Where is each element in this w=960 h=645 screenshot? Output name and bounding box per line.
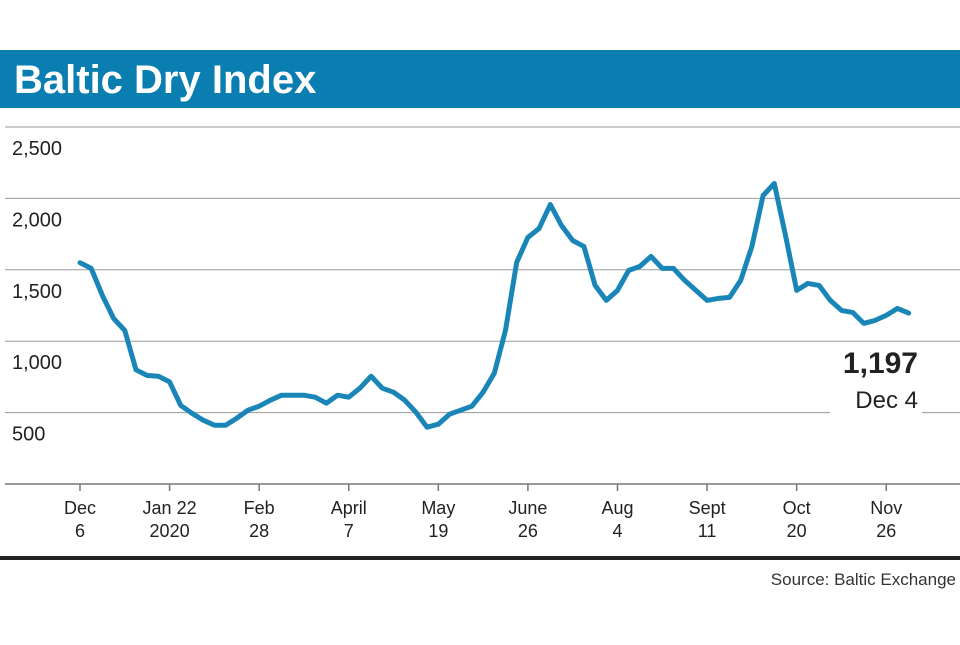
y-tick-label: 500	[12, 424, 45, 446]
x-tick-label: 4	[612, 521, 622, 541]
x-tick-label: June	[508, 498, 547, 518]
y-tick-label: 2,000	[12, 209, 62, 231]
x-tick-label: Dec	[64, 498, 96, 518]
x-tick-label: May	[421, 498, 455, 518]
x-tick-label: 28	[249, 521, 269, 541]
x-tick-label: Aug	[601, 498, 633, 518]
x-tick-label: 19	[428, 521, 448, 541]
y-tick-label: 1,000	[12, 352, 62, 374]
title-bar	[0, 50, 960, 108]
x-tick-label: 2020	[150, 521, 190, 541]
end-date-label: Dec 4	[855, 387, 918, 414]
x-tick-label: 26	[876, 521, 896, 541]
source: Source: Baltic Exchange	[771, 570, 956, 589]
x-tick-label: Oct	[783, 498, 811, 518]
y-tick-label: 2,500	[12, 138, 62, 160]
x-tick-label: 6	[75, 521, 85, 541]
x-tick-label: 26	[518, 521, 538, 541]
x-tick-label: Jan 22	[143, 498, 197, 518]
x-tick-label: April	[331, 498, 367, 518]
y-tick-label: 1,500	[12, 281, 62, 303]
chart-title: Baltic Dry Index	[14, 58, 316, 102]
data-line	[77, 181, 912, 430]
x-tick-label: 11	[698, 521, 717, 541]
x-tick-label: Nov	[870, 498, 902, 518]
end-value-label: 1,197	[843, 347, 918, 380]
x-tick-label: Sept	[689, 498, 726, 518]
x-tick-label: Feb	[244, 498, 275, 518]
x-tick-label: 7	[344, 521, 354, 541]
x-tick-label: 20	[787, 521, 807, 541]
end-label-bg	[830, 346, 922, 416]
